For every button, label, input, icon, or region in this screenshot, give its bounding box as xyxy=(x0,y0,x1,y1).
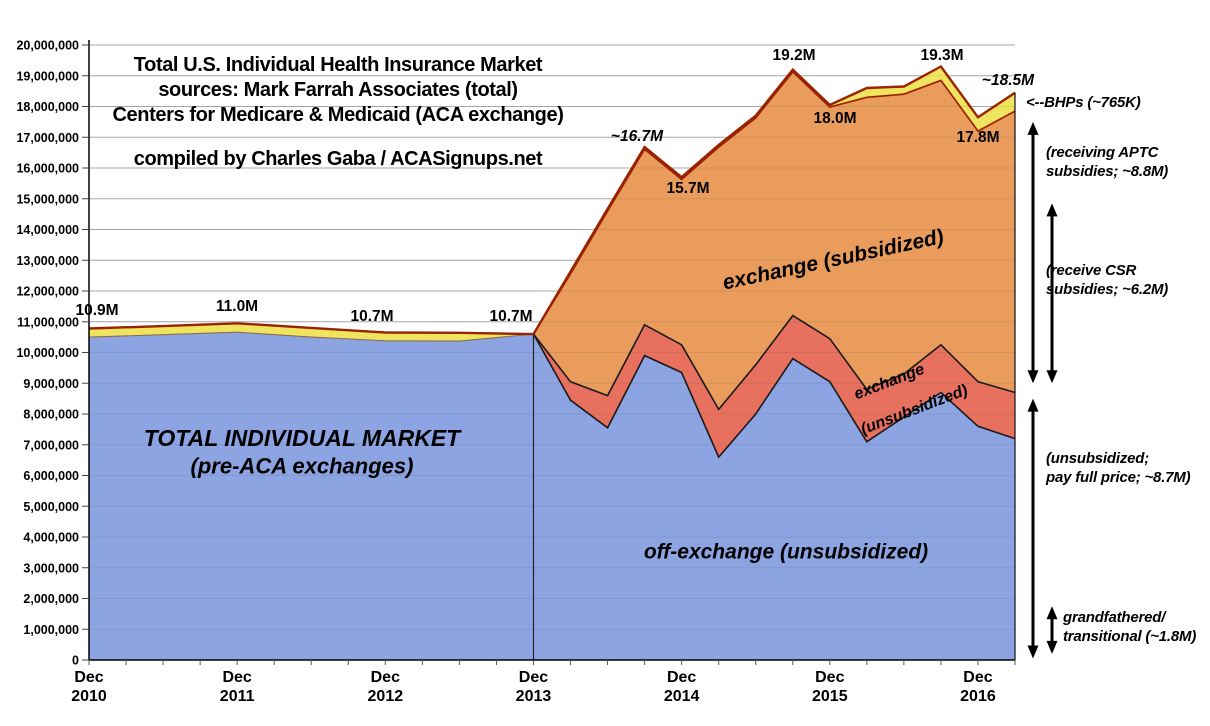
csr-label-line: (receive CSR xyxy=(1046,262,1137,279)
data-point-label: ~16.7M xyxy=(611,128,664,145)
y-tick-label: 13,000,000 xyxy=(16,254,79,268)
aptc-arrow-head-top xyxy=(1027,121,1039,135)
data-point-label: 18.0M xyxy=(813,110,856,127)
aptc-arrow xyxy=(1027,121,1039,384)
x-axis-month-label: Dec xyxy=(519,669,548,686)
data-point-label: 17.8M xyxy=(956,129,999,146)
data-point-label: ~18.5M xyxy=(982,72,1035,89)
chart-title-line-3: Centers for Medicare & Medicaid (ACA exc… xyxy=(112,104,564,126)
boundary-total-top xyxy=(88,64,1016,336)
csr-label-line: subsidies; ~6.2M) xyxy=(1046,281,1169,298)
data-point-label: 10.9M xyxy=(75,302,118,319)
y-tick-label: 12,000,000 xyxy=(16,285,79,299)
x-axis-year-label: 2014 xyxy=(664,688,700,705)
y-tick-label: 18,000,000 xyxy=(16,100,79,114)
data-point-label: 19.2M xyxy=(772,47,815,64)
data-point-label: 10.7M xyxy=(350,308,393,325)
bhps-label-line: <--BHPs (~765K) xyxy=(1026,94,1141,111)
y-tick-label: 14,000,000 xyxy=(16,223,79,237)
y-tick-label: 1,000,000 xyxy=(23,623,79,637)
unsubsidized-arrow-head-top xyxy=(1027,398,1039,412)
area-label: TOTAL INDIVIDUAL MARKET xyxy=(144,425,462,451)
y-tick-label: 2,000,000 xyxy=(23,592,79,606)
grandfathered-label-line: grandfathered/ xyxy=(1063,609,1166,626)
aptc-arrow-head-bottom xyxy=(1027,370,1039,384)
area-label: off-exchange (unsubsidized) xyxy=(644,540,928,563)
boundary-off-exchange-top xyxy=(532,333,1016,459)
grandfathered-arrow-head-top xyxy=(1046,606,1058,620)
grandfathered-arrow-head-bottom xyxy=(1046,640,1058,654)
chart-title-line-1: Total U.S. Individual Health Insurance M… xyxy=(133,54,543,76)
y-tick-label: 0 xyxy=(72,654,79,668)
x-axis-year-label: 2013 xyxy=(516,688,552,705)
y-tick-label: 6,000,000 xyxy=(23,469,79,483)
unsubsidized-label: (unsubsidized; pay full price; ~8.7M) xyxy=(1046,449,1191,487)
csr-arrow xyxy=(1046,203,1058,384)
x-axis-month-label: Dec xyxy=(222,669,251,686)
area-label: (pre-ACA exchanges) xyxy=(191,454,414,479)
csr-arrow-head-bottom xyxy=(1046,370,1058,384)
unsubsidized-label-line: pay full price; ~8.7M) xyxy=(1046,469,1191,486)
boundary-pre-aca-blue-top xyxy=(88,331,534,342)
aptc-label-line: subsidies; ~8.8M) xyxy=(1046,163,1169,180)
area-exchange-subsidized xyxy=(533,71,1015,410)
unsubsidized-arrow-head-bottom xyxy=(1027,645,1039,659)
chart-title-block: Total U.S. Individual Health Insurance M… xyxy=(95,53,581,128)
y-tick-label: 8,000,000 xyxy=(23,408,79,422)
x-axis-month-label: Dec xyxy=(963,669,992,686)
aptc-label-line: (receiving APTC xyxy=(1046,144,1159,161)
x-axis-month-label: Dec xyxy=(667,669,696,686)
y-tick-label: 19,000,000 xyxy=(16,69,79,83)
boundary-exchange-unsubsidized-top xyxy=(532,314,1016,411)
csr-arrow-head-top xyxy=(1046,203,1058,217)
csr-label: (receive CSR subsidies; ~6.2M) xyxy=(1046,261,1168,299)
aptc-label: (receiving APTC subsidies; ~8.8M) xyxy=(1046,143,1168,181)
y-tick-label: 5,000,000 xyxy=(23,500,79,514)
boundary-lines xyxy=(88,64,1016,459)
x-axis-year-label: 2010 xyxy=(71,688,107,705)
data-point-label: 10.7M xyxy=(489,308,532,325)
grandfathered-label-line: transitional (~1.8M) xyxy=(1063,628,1197,645)
stacked-areas xyxy=(89,66,1015,660)
unsubsidized-arrow xyxy=(1027,398,1039,659)
grandfathered-arrow xyxy=(1046,606,1058,654)
y-tick-label: 10,000,000 xyxy=(16,346,79,360)
y-tick-label: 16,000,000 xyxy=(16,162,79,176)
y-tick-label: 17,000,000 xyxy=(16,131,79,145)
chart-credit-line: compiled by Charles Gaba / ACASignups.ne… xyxy=(133,148,543,170)
gridline-overlay xyxy=(89,44,1015,630)
x-axis-month-label: Dec xyxy=(371,669,400,686)
data-point-label: 19.3M xyxy=(920,47,963,64)
axes: 0 1,000,000 2,000,000 3,000,000 4,000,000 5,0… xyxy=(16,39,1016,705)
y-tick-label: 15,000,000 xyxy=(16,192,79,206)
x-axis-year-label: 2015 xyxy=(812,688,848,705)
y-tick-label: 9,000,000 xyxy=(23,377,79,391)
x-axis-year-label: 2012 xyxy=(368,688,404,705)
area-off-exchange xyxy=(89,332,1015,660)
y-tick-label: 3,000,000 xyxy=(23,561,79,575)
chart-title-line-2: sources: Mark Farrah Associates (total) xyxy=(158,79,518,101)
x-axis-month-label: Dec xyxy=(74,669,103,686)
bhps-label: <--BHPs (~765K) xyxy=(1026,93,1141,112)
unsubsidized-label-line: (unsubsidized; xyxy=(1046,450,1150,467)
x-axis-month-label: Dec xyxy=(815,669,844,686)
grandfathered-label: grandfathered/transitional (~1.8M) xyxy=(1063,608,1196,646)
y-tick-label: 11,000,000 xyxy=(17,315,79,329)
y-tick-label: 4,000,000 xyxy=(23,531,79,545)
x-axis-year-label: 2016 xyxy=(960,688,996,705)
annotation-arrows xyxy=(1027,121,1058,659)
y-tick-label: 7,000,000 xyxy=(23,438,79,452)
y-tick-label: 20,000,000 xyxy=(16,39,79,53)
area-exchange-unsubsidized xyxy=(533,315,1015,458)
point-labels: 10.9M 11.0M 10.7M 10.7M ~16.7M 15.7M 19.2M 18.0… xyxy=(75,47,1035,325)
data-point-label: 15.7M xyxy=(666,180,709,197)
data-point-label: 11.0M xyxy=(216,298,258,315)
x-axis-year-label: 2011 xyxy=(220,688,255,705)
